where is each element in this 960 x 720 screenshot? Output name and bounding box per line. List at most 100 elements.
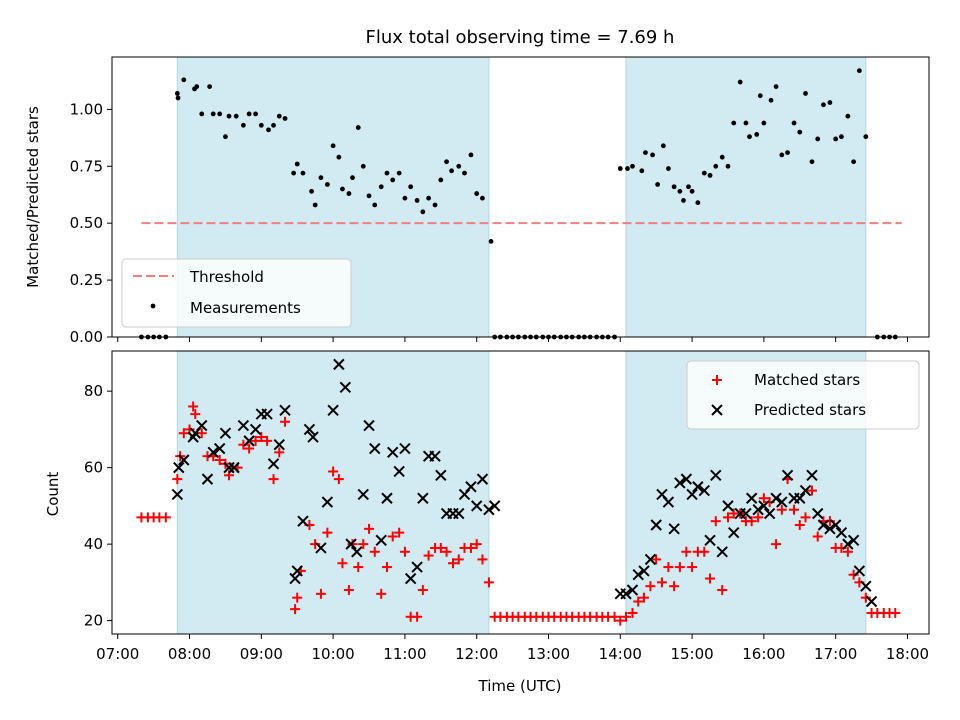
predicted-star-point <box>345 538 357 550</box>
matched-star-point <box>776 504 787 515</box>
measurement-point <box>420 209 426 215</box>
predicted-star-point <box>638 565 650 577</box>
predicted-star-point <box>381 492 393 504</box>
legend-matched-label: Matched stars <box>754 371 860 389</box>
measurement-point <box>350 175 355 181</box>
predicted-star-point <box>632 569 644 581</box>
bottom-y-tick-label: 20 <box>84 612 103 630</box>
predicted-star-point <box>710 469 722 481</box>
measurement-point <box>839 134 844 140</box>
measurement-point <box>707 172 713 178</box>
predicted-star-point <box>351 546 363 558</box>
predicted-star-point <box>722 500 734 512</box>
matched-star-point <box>621 611 632 622</box>
predicted-star-point <box>228 461 240 474</box>
measurement-point <box>474 191 480 196</box>
x-tick-label: 13:00 <box>527 645 570 663</box>
matched-star-point <box>412 611 423 622</box>
predicted-star-point <box>470 500 483 512</box>
measurement-point <box>271 122 276 128</box>
measurement-point <box>845 113 851 119</box>
measurement-point <box>719 154 725 160</box>
predicted-star-point <box>763 507 776 520</box>
predicted-star-point <box>644 553 657 566</box>
measurement-point <box>757 93 763 99</box>
measurement-point <box>827 100 833 105</box>
measurement-point <box>226 113 232 119</box>
measurement-point <box>240 122 246 128</box>
matched-star-point <box>188 401 199 412</box>
matched-star-point <box>292 592 303 603</box>
predicted-star-point <box>686 488 698 501</box>
predicted-star-point <box>740 507 752 520</box>
predicted-star-point <box>291 565 303 577</box>
predicted-star-point <box>399 442 411 455</box>
x-tick-label: 12:00 <box>455 645 498 663</box>
measurement-point <box>390 177 396 183</box>
measurement-point <box>761 120 767 126</box>
top-y-tick-label: 0.25 <box>70 271 103 289</box>
measurement-point <box>833 136 839 142</box>
measurement-point <box>181 77 187 83</box>
x-tick-label: 17:00 <box>814 645 857 663</box>
predicted-star-point <box>249 423 262 436</box>
matched-star-point <box>196 428 207 439</box>
predicted-star-point <box>781 469 794 481</box>
x-tick-label: 11:00 <box>383 645 426 663</box>
predicted-star-point <box>237 419 250 432</box>
measurement-point <box>414 198 420 203</box>
predicted-star-point <box>794 492 806 504</box>
top-y-tick-label: 0.00 <box>70 328 103 346</box>
measurement-point <box>426 195 432 201</box>
measurement-point <box>689 188 695 194</box>
x-tick-label: 09:00 <box>240 645 283 663</box>
measurement-point <box>650 152 655 158</box>
predicted-star-point <box>716 546 728 558</box>
measurement-point <box>863 134 869 140</box>
x-tick-label: 07:00 <box>96 645 139 663</box>
matched-star-point <box>381 562 392 573</box>
measurement-point <box>366 193 372 199</box>
predicted-star-point <box>297 515 309 527</box>
predicted-star-point <box>307 431 319 443</box>
predicted-star-point <box>303 423 316 436</box>
matched-star-point <box>806 485 817 496</box>
measurement-point <box>449 168 454 174</box>
predicted-star-point <box>453 507 465 520</box>
measurement-point <box>223 134 228 140</box>
measurement-point <box>346 191 352 196</box>
measurement-point <box>330 143 336 149</box>
measurement-point <box>318 175 324 181</box>
x-tick-label: 14:00 <box>599 645 642 663</box>
matched-star-point <box>387 531 398 542</box>
measurement-point <box>797 129 803 135</box>
predicted-star-point <box>321 496 334 508</box>
measurement-point <box>856 68 862 74</box>
predicted-star-point <box>674 477 686 489</box>
measurement-point <box>174 91 180 96</box>
measurement-point <box>655 182 661 187</box>
matched-star-point <box>471 539 482 550</box>
predicted-star-point <box>824 523 836 535</box>
chart-title: Flux total observing time = 7.69 h <box>366 27 675 48</box>
measurement-point <box>639 168 645 174</box>
predicted-star-point <box>758 500 770 512</box>
predicted-star-point <box>315 542 327 554</box>
matched-star-point <box>483 577 494 588</box>
matched-star-point <box>674 562 685 573</box>
predicted-star-point <box>435 469 447 481</box>
predicted-star-point <box>668 523 680 535</box>
predicted-star-point <box>333 358 345 371</box>
predicted-star-point <box>279 404 291 416</box>
matched-star-point <box>364 523 375 534</box>
matched-star-point <box>448 558 459 569</box>
predicted-star-point <box>776 496 788 508</box>
matched-star-point <box>794 520 805 531</box>
matched-star-point <box>771 539 782 550</box>
predicted-star-point <box>327 404 339 416</box>
matched-star-point <box>435 542 446 553</box>
predicted-star-point <box>339 381 352 394</box>
predicted-star-point <box>620 588 632 600</box>
measurement-point <box>199 111 205 117</box>
top-y-tick-label: 0.75 <box>70 157 103 175</box>
